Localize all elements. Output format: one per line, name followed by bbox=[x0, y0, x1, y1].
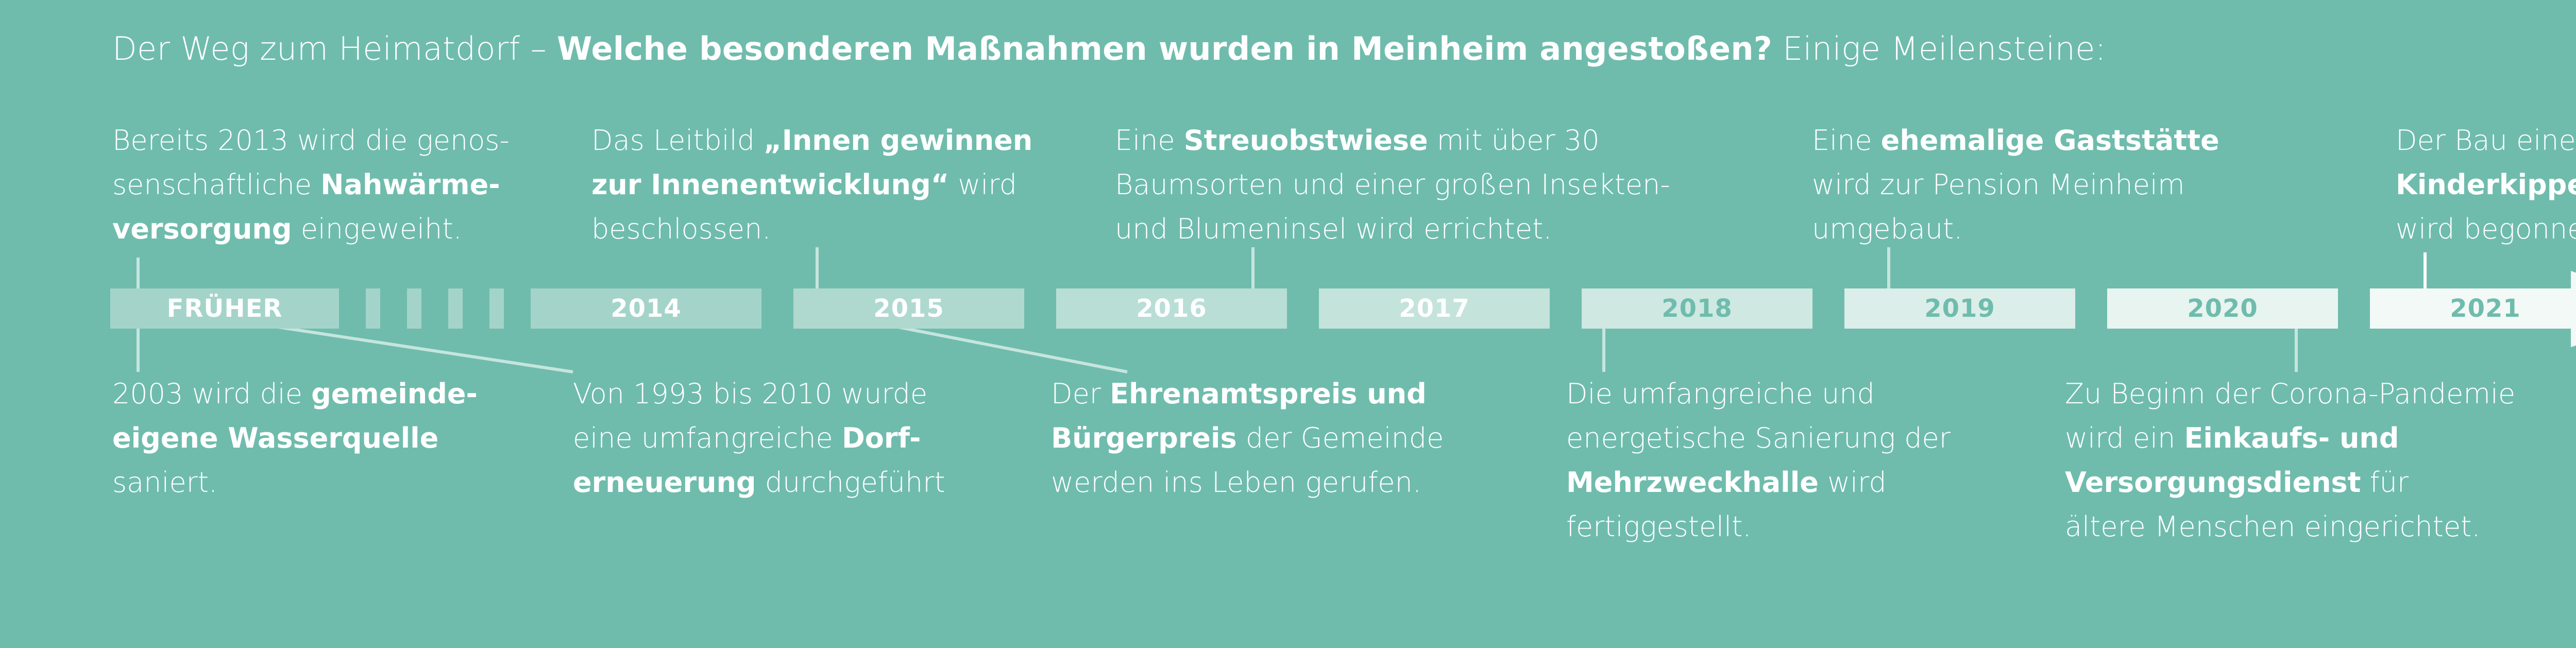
gap-dash bbox=[448, 288, 463, 329]
segment-2018: 2018 bbox=[1582, 288, 1812, 329]
segment-frueher: FRÜHER bbox=[110, 288, 339, 329]
note-nahwaerme: Bereits 2013 wird die genos- senschaftli… bbox=[112, 124, 510, 245]
segment-2016: 2016 bbox=[1056, 288, 1287, 329]
gap-dash bbox=[407, 288, 421, 329]
segment-2021: 2021 bbox=[2450, 294, 2521, 323]
note-kinderkippe: Der Bau einer Kinderkippe wird begonnen. bbox=[2396, 124, 2576, 245]
diag-ehrenamtspreis bbox=[890, 324, 1128, 373]
note-versorgungsdienst: Zu Beginn der Corona-Pandemie wird ein E… bbox=[2065, 378, 2516, 543]
note-wasserquelle: 2003 wird die gemeinde- eigene Wasserque… bbox=[112, 378, 478, 499]
gap-dash bbox=[366, 288, 380, 329]
segment-2017: 2017 bbox=[1319, 288, 1550, 329]
note-ehrenamtspreis: Der Ehrenamtspreis und Bürgerpreis der G… bbox=[1051, 378, 1444, 499]
title-suffix: Einige Meilensteine: bbox=[1772, 30, 2106, 67]
segment-2019: 2019 bbox=[1844, 288, 2075, 329]
segment-2020: 2020 bbox=[2107, 288, 2338, 329]
diag-dorferneuerung bbox=[267, 324, 573, 373]
page-title: Der Weg zum Heimatdorf – Welche besonder… bbox=[112, 30, 2106, 67]
gap-dash bbox=[489, 288, 504, 329]
note-dorferneuerung: Von 1993 bis 2010 wurde eine umfangreich… bbox=[573, 378, 945, 499]
segment-2015: 2015 bbox=[793, 288, 1024, 329]
title-prefix: Der Weg zum Heimatdorf – bbox=[112, 30, 557, 67]
note-mehrzweckhalle: Die umfangreiche und energetische Sanier… bbox=[1566, 378, 1951, 543]
note-streuobstwiese: Eine Streuobstwiese mit über 30 Baumsort… bbox=[1115, 124, 1670, 245]
note-gaststaette: Eine ehemalige Gaststätte wird zur Pensi… bbox=[1812, 124, 2219, 245]
title-question: Welche besonderen Maßnahmen wurden in Me… bbox=[556, 30, 1773, 67]
note-leitbild: Das Leitbild „Innen gewinnen zur Innenen… bbox=[591, 124, 1033, 245]
segment-2014: 2014 bbox=[531, 288, 761, 329]
